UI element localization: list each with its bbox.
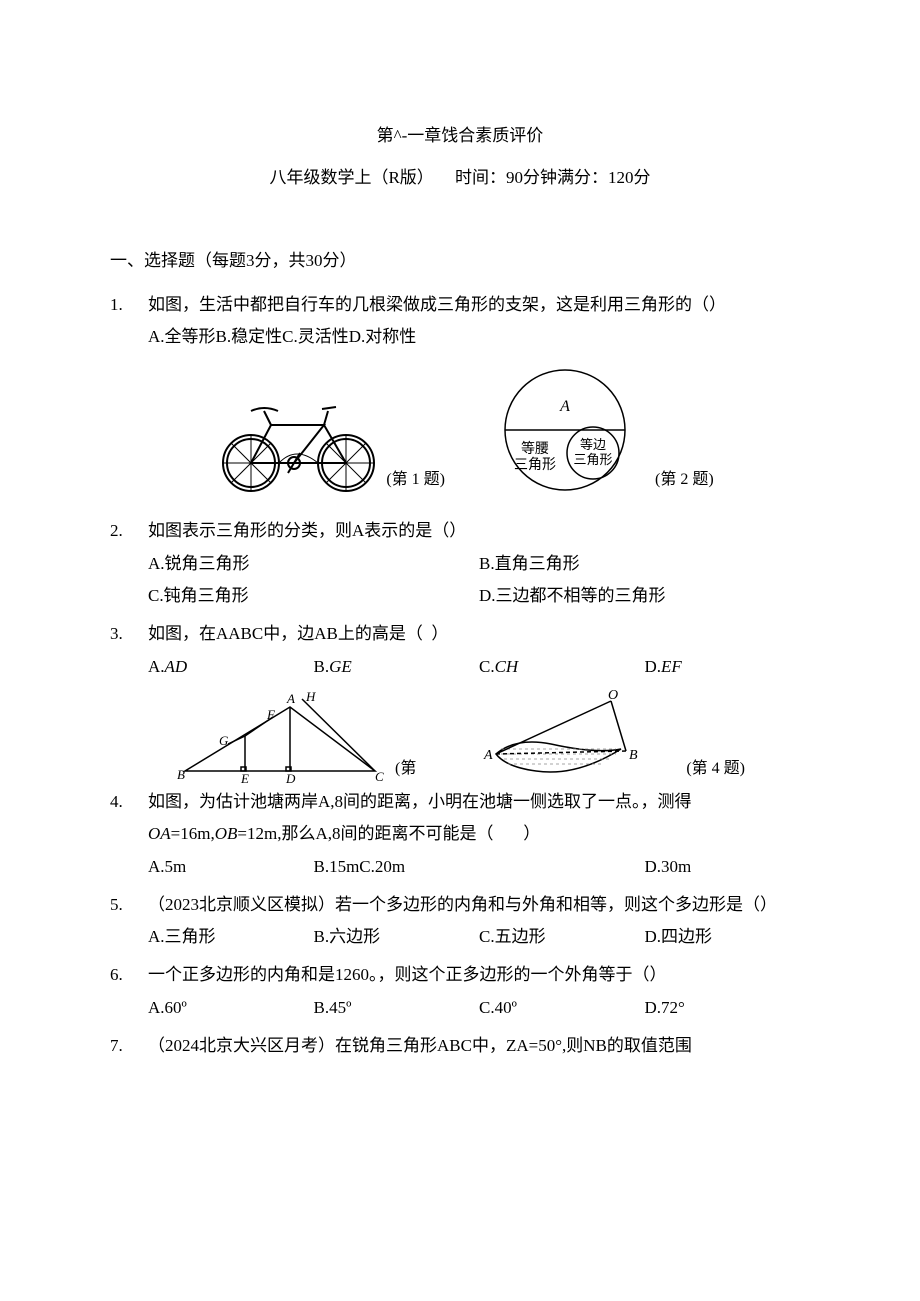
fig2-label-right: 等边 — [580, 437, 606, 452]
q5-options: A.三角形 B.六边形 C.五边形 D.四边形 — [110, 921, 810, 953]
q4-options: A.5m B.15mC.20m D.30m — [110, 851, 810, 883]
subtitle-left: 八年级数学上（R版） — [269, 168, 433, 187]
section-1-heading: 一、选择题（每题3分，共30分） — [110, 245, 810, 277]
q7-stem: （2024北京大兴区月考）在锐角三角形ABC中，ZA=50°,则NB的取值范围 — [148, 1030, 810, 1062]
q5-stem: （2023北京顺义区模拟）若一个多边形的内角和与外角和相等，则这个多边形是（） — [148, 889, 810, 921]
figures-row-1: (第 1 题) A 等腰 三角形 等边 三角形 (第 2 题) — [110, 365, 810, 495]
figure-1: (第 1 题) — [206, 375, 445, 495]
triangle-heights-icon: A H B C D E F G — [175, 689, 395, 784]
q6-opt-b: B.45º — [314, 992, 480, 1024]
q7-num: 7. — [110, 1030, 148, 1062]
svg-text:A: A — [483, 748, 493, 763]
q3-opt-c: C.CH — [479, 651, 645, 683]
svg-text:F: F — [266, 707, 276, 722]
q2-num: 2. — [110, 515, 148, 547]
question-2: 2. 如图表示三角形的分类，则A表示的是（） A.锐角三角形 B.直角三角形 C… — [110, 515, 810, 612]
q5-opt-d: D.四边形 — [645, 921, 811, 953]
question-4: 4. 如图，为估计池塘两岸A,8间的距离，小明在池塘一侧选取了一点。，测得 OA… — [110, 786, 810, 883]
question-5: 5. （2023北京顺义区模拟）若一个多边形的内角和与外角和相等，则这个多边形是… — [110, 889, 810, 954]
q6-opt-a: A.60º — [148, 992, 314, 1024]
q6-stem: 一个正多边形的内角和是1260。，则这个正多边形的一个外角等于（） — [148, 959, 810, 991]
q3-stem: 如图，在AABC中，边AB上的高是（ ） — [148, 618, 810, 650]
figure-1-caption: (第 1 题) — [386, 465, 445, 495]
q2-stem: 如图表示三角形的分类，则A表示的是（） — [148, 515, 810, 547]
q2-options: A.锐角三角形 B.直角三角形 C.钝角三角形 D.三边都不相等的三角形 — [110, 548, 810, 613]
question-7: 7. （2024北京大兴区月考）在锐角三角形ABC中，ZA=50°,则NB的取值… — [110, 1030, 810, 1062]
svg-text:H: H — [305, 689, 316, 704]
q2-opt-c: C.钝角三角形 — [148, 580, 479, 612]
svg-text:B: B — [177, 767, 185, 782]
q2-opt-b: B.直角三角形 — [479, 548, 810, 580]
q1-options: A.全等形B.稳定性C.灵活性D.对称性 — [110, 321, 810, 353]
svg-text:A: A — [286, 691, 295, 706]
subtitle: 八年级数学上（R版） 时间：90分钟满分：120分 — [110, 162, 810, 194]
fig2-label-left: 等腰 — [521, 440, 549, 457]
question-1: 1. 如图，生活中都把自行车的几根梁做成三角形的支架，这是利用三角形的（） A.… — [110, 289, 810, 354]
figure-3-caption: (第 — [395, 754, 416, 784]
svg-text:B: B — [629, 748, 638, 763]
q5-num: 5. — [110, 889, 148, 921]
q5-opt-a: A.三角形 — [148, 921, 314, 953]
svg-text:C: C — [375, 769, 384, 784]
q6-options: A.60º B.45º C.40º D.72° — [110, 992, 810, 1024]
q4-opt-a: A.5m — [148, 851, 314, 883]
svg-text:O: O — [608, 689, 618, 703]
figure-2-caption: (第 2 题) — [655, 465, 714, 495]
q4-opt-bc: B.15mC.20m — [314, 851, 645, 883]
q4-stem-l1: 如图，为估计池塘两岸A,8间的距离，小明在池塘一侧选取了一点。，测得 — [148, 786, 810, 818]
svg-text:G: G — [219, 733, 229, 748]
q1-stem: 如图，生活中都把自行车的几根梁做成三角形的支架，这是利用三角形的（） — [148, 289, 810, 321]
q5-opt-b: B.六边形 — [314, 921, 480, 953]
chapter-title: 第^-一章饯合素质评价 — [110, 120, 810, 152]
figure-4: O A B (第 4 题) — [476, 689, 745, 784]
q3-num: 3. — [110, 618, 148, 650]
q3-opt-d: D.EF — [645, 651, 811, 683]
venn-icon: A 等腰 三角形 等边 三角形 — [485, 365, 655, 495]
q4-stem-l2: OA=16m,OB=12m,那么A,8间的距离不可能是（ ） — [110, 818, 810, 850]
figure-4-caption: (第 4 题) — [686, 754, 745, 784]
fig2-label-A: A — [559, 398, 570, 415]
q3-options: A.AD B.GE C.CH D.EF — [110, 651, 810, 683]
pond-icon: O A B — [476, 689, 686, 784]
question-6: 6. 一个正多边形的内角和是1260。，则这个正多边形的一个外角等于（） A.6… — [110, 959, 810, 1024]
q2-opt-a: A.锐角三角形 — [148, 548, 479, 580]
q1-num: 1. — [110, 289, 148, 321]
q3-opt-a: A.AD — [148, 651, 314, 683]
fig2-label-right2: 三角形 — [573, 452, 612, 467]
fig2-label-left2: 三角形 — [514, 457, 556, 473]
figures-row-2: A H B C D E F G (第 — [110, 689, 810, 784]
q4-opt-d: D.30m — [645, 851, 811, 883]
figure-2: A 等腰 三角形 等边 三角形 (第 2 题) — [485, 365, 714, 495]
svg-text:E: E — [240, 771, 249, 784]
subtitle-right: 时间：90分钟满分：120分 — [455, 168, 651, 187]
q5-opt-c: C.五边形 — [479, 921, 645, 953]
svg-text:D: D — [285, 771, 296, 784]
q4-num: 4. — [110, 786, 148, 818]
q6-opt-c: C.40º — [479, 992, 645, 1024]
bicycle-icon — [206, 375, 386, 495]
question-3: 3. 如图，在AABC中，边AB上的高是（ ） A.AD B.GE C.CH D… — [110, 618, 810, 683]
q6-num: 6. — [110, 959, 148, 991]
q6-opt-d: D.72° — [645, 992, 811, 1024]
q3-opt-b: B.GE — [314, 651, 480, 683]
q2-opt-d: D.三边都不相等的三角形 — [479, 580, 810, 612]
figure-3: A H B C D E F G (第 — [175, 689, 416, 784]
